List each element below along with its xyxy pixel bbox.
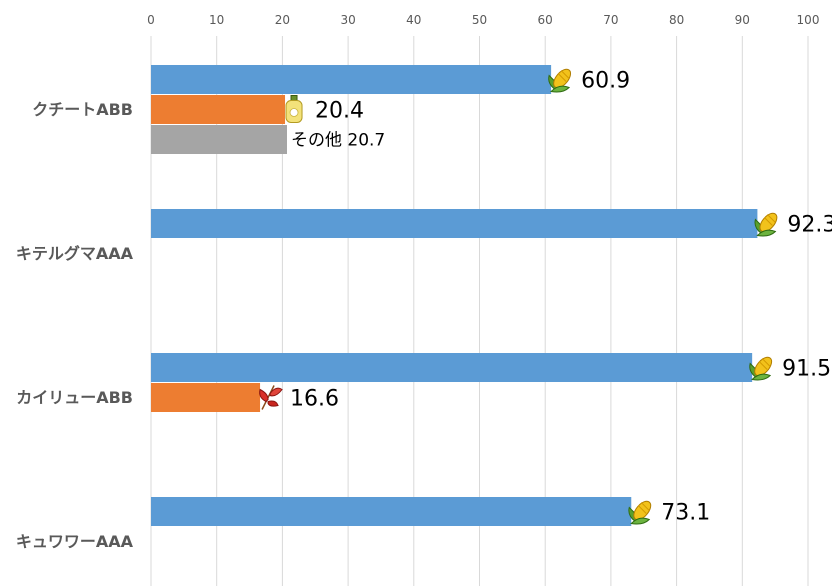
bar (151, 209, 758, 238)
bar (151, 65, 552, 94)
bar (151, 95, 286, 124)
data-label: 60.9 (581, 69, 630, 94)
bar (151, 497, 632, 526)
corn-icon (548, 68, 572, 93)
x-tick-label: 70 (603, 13, 618, 27)
bar (151, 353, 753, 382)
oil-bottle-icon (285, 95, 303, 123)
data-label: その他 20.7 (291, 131, 385, 151)
x-tick-label: 60 (538, 13, 553, 27)
x-tick-label: 30 (340, 13, 355, 27)
x-tick-label: 40 (406, 13, 421, 27)
data-label: 92.3 (787, 213, 832, 238)
x-tick-label: 10 (209, 13, 224, 27)
x-tick-label: 50 (472, 13, 487, 27)
category-label: キュワワーAAA (16, 532, 134, 551)
x-tick-label: 100 (797, 13, 820, 27)
data-label: 16.6 (290, 387, 339, 412)
category-label: クチートABB (32, 100, 133, 119)
corn-icon (754, 212, 778, 237)
category-label: カイリューABB (16, 388, 133, 407)
bar (151, 383, 261, 412)
data-label: 91.5 (782, 357, 831, 382)
red-leaf-icon (259, 385, 283, 410)
x-tick-label: 80 (669, 13, 684, 27)
category-label: キテルグマAAA (16, 244, 134, 263)
corn-icon (628, 500, 652, 525)
corn-icon (749, 356, 773, 381)
bar (151, 125, 287, 154)
x-tick-label: 90 (735, 13, 750, 27)
data-label: 20.4 (315, 99, 364, 124)
data-label: 73.1 (661, 501, 710, 526)
x-tick-label: 20 (275, 13, 290, 27)
x-tick-label: 0 (147, 13, 155, 27)
